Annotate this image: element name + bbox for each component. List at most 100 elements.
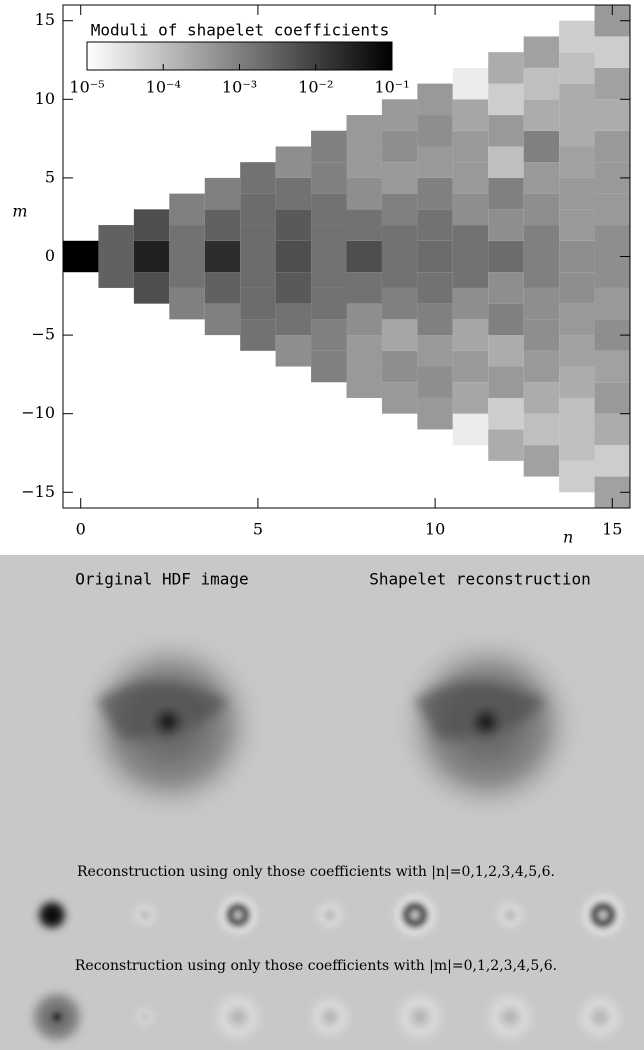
cell xyxy=(133,209,170,241)
cell xyxy=(559,303,595,336)
y-tick-label: −5 xyxy=(31,325,55,344)
cell xyxy=(417,83,453,116)
cell xyxy=(346,115,382,147)
cell xyxy=(275,335,312,367)
cell xyxy=(559,115,595,147)
cell xyxy=(594,36,630,68)
cell xyxy=(594,382,630,414)
cell xyxy=(559,366,595,398)
cell xyxy=(559,20,595,53)
cell xyxy=(594,445,630,477)
reconstruction-image xyxy=(393,630,583,820)
original-image xyxy=(75,630,265,820)
x-tick-label: 5 xyxy=(253,520,263,539)
panel-background xyxy=(0,555,644,1050)
colorbar-tick-label: 10⁻² xyxy=(298,78,333,97)
m-thumbnails xyxy=(25,985,628,1049)
cell xyxy=(559,460,595,493)
cell xyxy=(523,162,560,194)
cell xyxy=(346,366,382,398)
x-tick-label: 10 xyxy=(425,520,445,539)
cell xyxy=(240,256,276,288)
y-tick-label: 10 xyxy=(35,89,55,108)
cell xyxy=(346,335,382,367)
colorbar-title: Moduli of shapelet coefficients xyxy=(91,21,390,40)
y-tick-label: −15 xyxy=(21,482,55,501)
cell xyxy=(452,130,489,163)
cell xyxy=(275,146,312,178)
cell xyxy=(381,287,418,320)
cell xyxy=(381,350,418,383)
cell xyxy=(559,429,595,461)
cell xyxy=(488,83,524,116)
cell xyxy=(488,146,524,178)
cell xyxy=(346,209,382,241)
caption-m: Reconstruction using only those coeffici… xyxy=(75,958,557,974)
cell xyxy=(169,225,205,257)
cell xyxy=(488,303,524,336)
cell xyxy=(240,193,276,226)
cell xyxy=(452,99,489,131)
cell xyxy=(133,240,170,273)
cell xyxy=(240,287,276,320)
cell xyxy=(346,303,382,336)
y-tick-label: 0 xyxy=(45,246,55,265)
cell xyxy=(346,177,382,210)
cell xyxy=(452,162,489,194)
cell xyxy=(381,256,418,288)
colorbar-tick-label: 10⁻⁵ xyxy=(69,78,104,97)
cell xyxy=(452,413,489,446)
cell xyxy=(133,272,170,304)
cell xyxy=(417,335,453,367)
heatmap-plot xyxy=(63,5,630,508)
cell xyxy=(559,83,595,116)
y-tick-label: 5 xyxy=(45,167,55,186)
cell xyxy=(452,67,489,100)
cell xyxy=(204,303,241,336)
cell xyxy=(559,272,595,304)
cell xyxy=(523,445,560,477)
cell xyxy=(523,256,560,288)
cell xyxy=(488,366,524,398)
cell xyxy=(594,287,630,320)
cell xyxy=(346,240,382,273)
cell xyxy=(488,397,524,430)
cell xyxy=(594,413,630,446)
cell xyxy=(275,240,312,273)
cell xyxy=(240,225,276,257)
cell xyxy=(559,335,595,367)
y-tick-label: −10 xyxy=(21,403,55,422)
cell xyxy=(417,240,453,273)
right-title: Shapelet reconstruction xyxy=(369,570,591,589)
y-tick-label: 15 xyxy=(35,10,55,29)
cell xyxy=(275,272,312,304)
cell xyxy=(452,225,489,257)
cell xyxy=(488,240,524,273)
cell xyxy=(311,225,347,257)
cell xyxy=(204,209,241,241)
cell xyxy=(311,350,347,383)
cell xyxy=(417,397,453,430)
cell xyxy=(311,256,347,288)
cell xyxy=(523,99,560,131)
cell xyxy=(346,146,382,178)
cell xyxy=(559,240,595,273)
cell xyxy=(523,350,560,383)
cell xyxy=(311,130,347,163)
cell xyxy=(346,272,382,304)
cell xyxy=(488,335,524,367)
cell xyxy=(169,256,205,288)
cell xyxy=(488,52,524,84)
cell xyxy=(311,287,347,320)
image-panel: Original HDF image Shapelet reconstructi… xyxy=(0,555,644,1050)
x-tick-label: 0 xyxy=(76,520,86,539)
cell xyxy=(417,146,453,178)
cell xyxy=(452,256,489,288)
cell xyxy=(417,177,453,210)
cell xyxy=(559,177,595,210)
cell xyxy=(381,382,418,414)
cell xyxy=(204,240,241,273)
cell xyxy=(452,382,489,414)
cell xyxy=(381,162,418,194)
caption-n: Reconstruction using only those coeffici… xyxy=(77,864,555,880)
